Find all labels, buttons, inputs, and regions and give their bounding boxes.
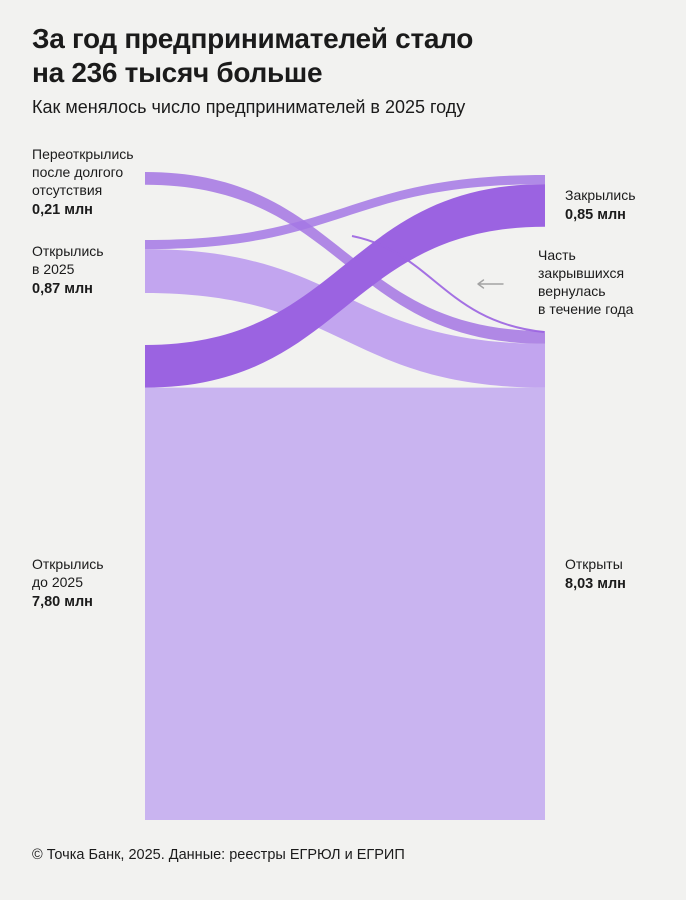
node-label-open: Открыты 8,03 млн (565, 556, 626, 593)
node-value: 0,85 млн (565, 206, 626, 223)
node-label-text: Открылись до 2025 (32, 556, 104, 590)
chart-subtitle: Как менялось число предпринимателей в 20… (32, 97, 466, 117)
node-value: 8,03 млн (565, 575, 626, 592)
source-note: © Точка Банк, 2025. Данные: реестры ЕГРЮ… (32, 847, 405, 863)
flow-openedBefore-open (145, 387, 545, 821)
node-label-closed: Закрылись 0,85 млн (565, 187, 636, 224)
left-arrow-icon (474, 277, 504, 289)
node-value: 0,21 млн (32, 201, 93, 218)
return-flow-line (351, 235, 545, 333)
flow-openedBefore-closed (145, 184, 545, 388)
node-label-reopened: Переоткрылись после долгого отсутствия 0… (32, 146, 134, 219)
node-label-opened-before-2025: Открылись до 2025 7,80 млн (32, 556, 104, 611)
node-label-text: Открыты (565, 556, 623, 572)
node-value: 0,87 млн (32, 280, 93, 297)
node-label-text: Переоткрылись после долгого отсутствия (32, 146, 134, 198)
return-flow-annotation: Часть закрывшихся вернулась в течение го… (538, 247, 634, 317)
node-value: 7,80 млн (32, 593, 93, 610)
flow-reopened-open (145, 172, 545, 344)
node-label-opened-2025: Открылись в 2025 0,87 млн (32, 243, 104, 298)
chart-title: За год предпринимателей стало на 236 тыс… (32, 23, 474, 88)
node-label-text: Закрылись (565, 187, 636, 203)
node-label-text: Открылись в 2025 (32, 243, 104, 277)
flow-opened2025-open (145, 249, 545, 388)
flow-opened2025-closed (145, 175, 545, 250)
